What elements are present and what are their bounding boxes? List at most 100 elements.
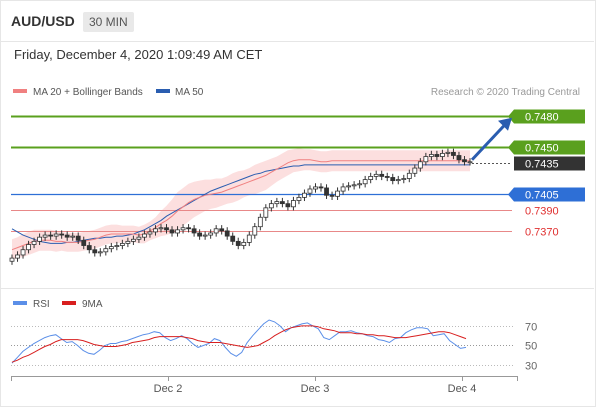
candle <box>230 232 236 246</box>
candle <box>296 193 302 205</box>
rsi-line <box>11 319 467 364</box>
candle <box>462 156 467 166</box>
candle <box>136 233 142 243</box>
candle-body <box>142 233 147 238</box>
candle <box>164 224 169 234</box>
candle <box>186 224 191 233</box>
candle <box>97 248 103 257</box>
candle-body <box>340 186 346 192</box>
candle <box>329 191 335 200</box>
candle <box>153 225 158 236</box>
candle-body <box>180 227 186 231</box>
candle <box>362 175 368 188</box>
candle-body <box>456 155 462 161</box>
candle <box>59 230 65 239</box>
candle <box>379 170 385 181</box>
candle-body <box>224 230 230 237</box>
candle-body <box>15 254 20 259</box>
legend-label-rsi: RSI <box>33 299 50 310</box>
candle <box>125 237 131 248</box>
candle-body <box>235 240 241 246</box>
candle-body <box>197 232 203 237</box>
legend-label-ma50: MA 50 <box>175 87 204 98</box>
candle-body <box>423 156 429 163</box>
candle-body <box>362 179 368 185</box>
forecast-arrow-head <box>498 117 512 131</box>
level-label-0.7390: 0.7390 <box>525 206 559 218</box>
candle <box>373 170 379 181</box>
watermark: Research © 2020 Trading Central <box>431 87 580 98</box>
level-label-0.7480: 0.7480 <box>525 112 559 124</box>
candle-body <box>59 233 65 236</box>
candle-body <box>75 235 81 241</box>
candle-body <box>368 176 374 180</box>
candle-body <box>252 226 258 236</box>
legend-swatch-rsi <box>13 301 27 305</box>
legend-swatch-9ma <box>62 301 76 305</box>
candle-body <box>26 244 31 251</box>
candle <box>180 224 186 234</box>
candle-body <box>230 235 236 242</box>
candle <box>434 150 440 161</box>
candle-body <box>324 187 329 196</box>
candle <box>147 228 153 238</box>
candle-body <box>125 240 131 244</box>
timeframe-badge[interactable]: 30 MIN <box>83 12 134 32</box>
candle-body <box>412 167 418 174</box>
candle <box>274 197 280 208</box>
candle <box>175 226 180 237</box>
instrument-pair: AUD/USD <box>11 13 75 29</box>
legend-label-ma20: MA 20 + Bollinger Bands <box>33 87 143 98</box>
candle-body <box>440 152 445 157</box>
rsi-9ma-line <box>11 325 467 363</box>
candle-body <box>434 154 440 157</box>
candles <box>9 148 473 265</box>
candle <box>92 246 98 257</box>
candle <box>108 242 114 253</box>
candle-body <box>257 216 263 228</box>
candle-body <box>445 151 451 154</box>
last-price-tag <box>514 156 585 171</box>
ma50-line <box>11 164 470 244</box>
candle-body <box>246 234 252 243</box>
candle-body <box>37 236 42 242</box>
candle-body <box>158 227 164 230</box>
legend-label-9ma: 9MA <box>82 299 103 310</box>
bollinger-band <box>12 148 470 261</box>
candle <box>268 199 274 212</box>
candle-body <box>428 154 434 157</box>
x-tick-label: Dec 2 <box>154 383 183 395</box>
candle <box>357 180 363 189</box>
rsi-tick-50: 50 <box>525 341 537 353</box>
candle <box>368 172 374 184</box>
candle <box>401 174 407 184</box>
candle-body <box>153 228 158 233</box>
candle-body <box>379 173 385 177</box>
rsi-tick-70: 70 <box>525 322 537 334</box>
candle <box>64 231 70 241</box>
candle-body <box>318 186 324 189</box>
header-bar: AUD/USD 30 MIN <box>1 1 594 42</box>
candle-body <box>335 190 340 197</box>
candle-body <box>53 233 59 237</box>
candle <box>257 213 263 231</box>
candle-body <box>263 207 269 218</box>
candle-body <box>268 203 274 209</box>
candle-body <box>307 188 313 194</box>
candle <box>279 197 285 208</box>
candle-body <box>169 229 175 234</box>
candle-body <box>92 249 98 254</box>
candle-body <box>351 184 357 187</box>
candle <box>346 182 352 191</box>
candle <box>285 199 291 211</box>
candle <box>86 241 92 254</box>
candle <box>26 240 31 254</box>
candle-body <box>31 240 37 245</box>
candle <box>335 187 340 200</box>
candle <box>114 241 120 251</box>
candle <box>219 225 225 235</box>
candle <box>384 172 390 182</box>
candle-body <box>175 229 180 234</box>
candle-body <box>97 251 103 254</box>
